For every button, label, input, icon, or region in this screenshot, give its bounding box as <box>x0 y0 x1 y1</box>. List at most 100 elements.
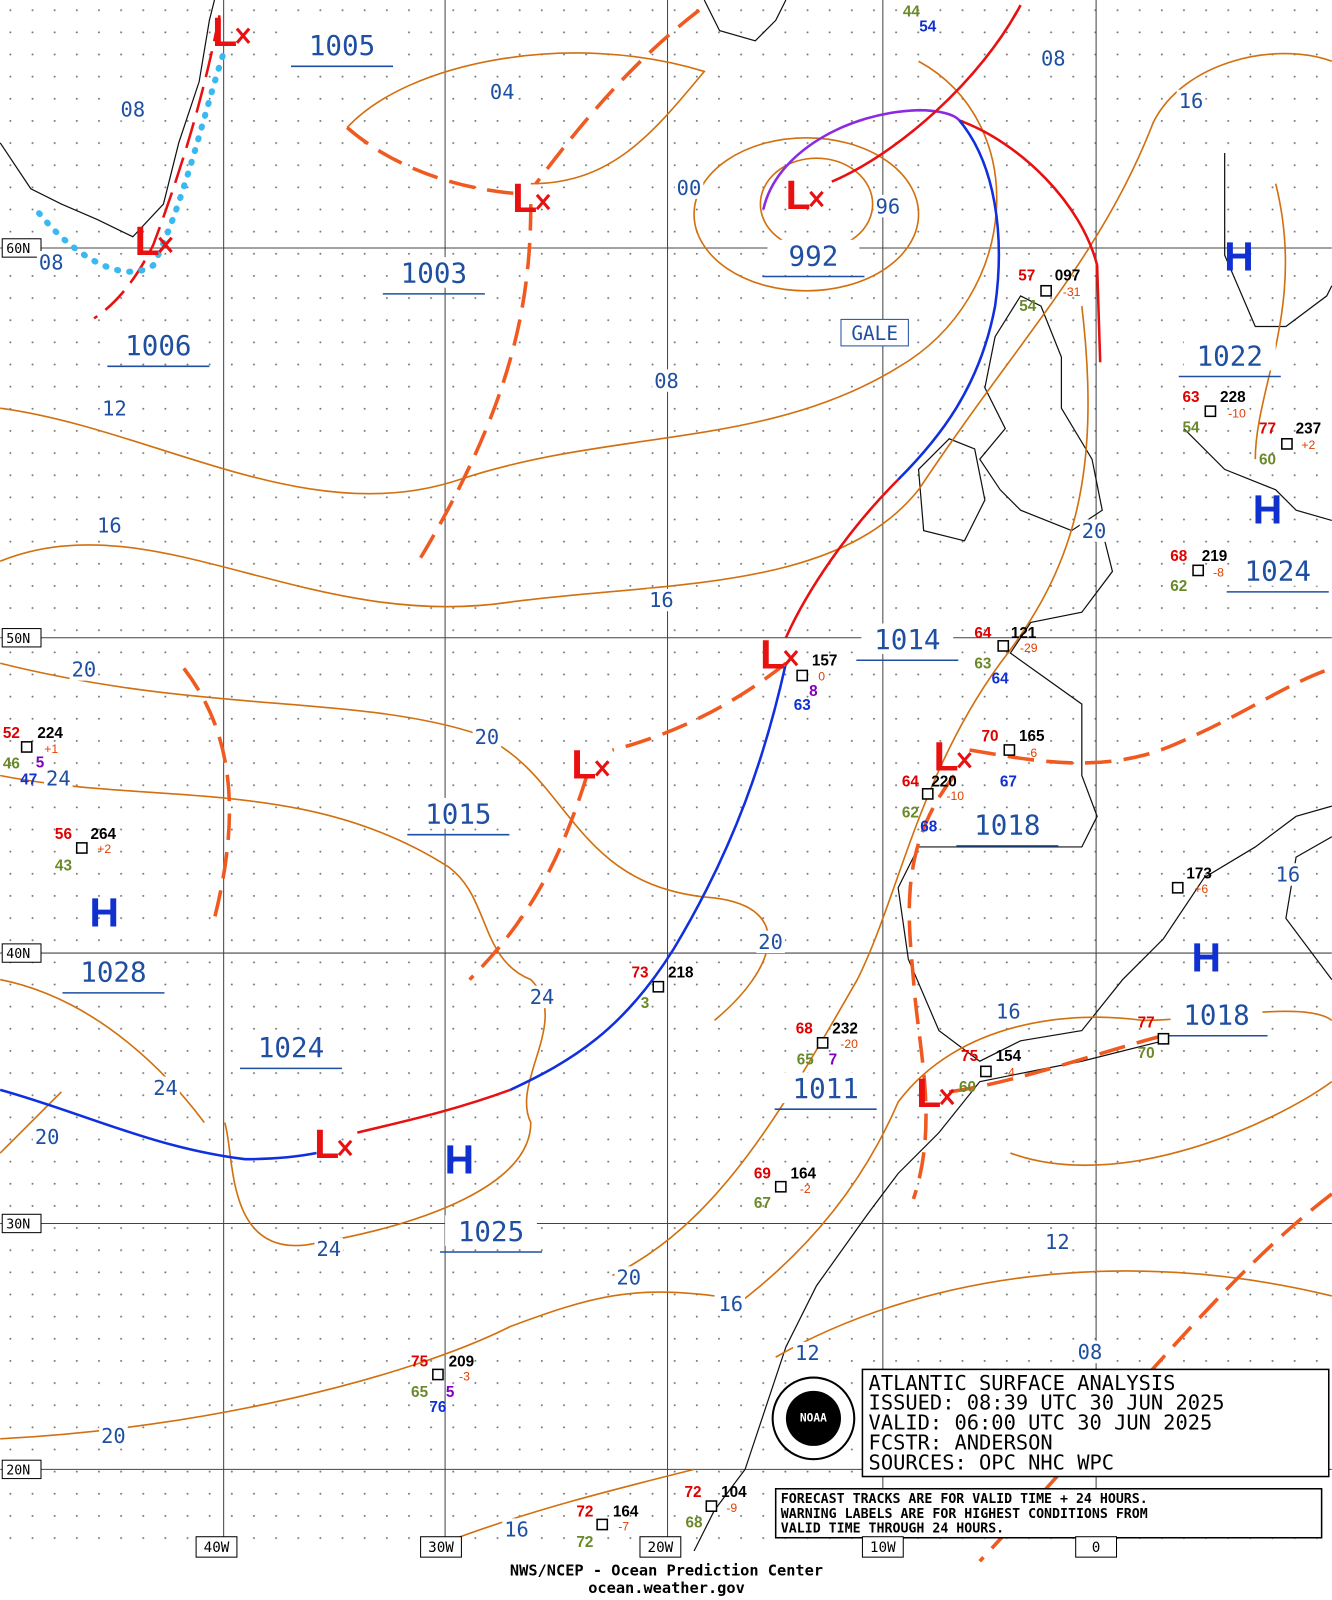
station-value: 67 <box>1000 774 1017 791</box>
station-symbol <box>705 1500 718 1512</box>
lon-label: 10W <box>870 1540 896 1556</box>
isobar-label: 12 <box>795 1341 820 1365</box>
station-value: 54 <box>1019 298 1037 315</box>
isobar-label-bg <box>118 97 148 121</box>
center-x <box>957 752 972 769</box>
title-line: FCSTR: ANDERSON <box>869 1430 1053 1454</box>
isobar-label: 08 <box>39 250 64 274</box>
station-value: 77 <box>1138 1015 1155 1032</box>
isobar-label-bg <box>314 1237 344 1261</box>
station-value: 64 <box>902 774 920 791</box>
station-symbol <box>1003 744 1016 756</box>
pressure-label: 1028 <box>80 957 146 989</box>
station-value: -20 <box>840 1037 858 1051</box>
station-value: 5 <box>36 754 45 771</box>
station-value: 7 <box>829 1051 838 1068</box>
station-value: 157 <box>812 652 838 669</box>
lat-label-box <box>1 1213 42 1234</box>
station-value: 56 <box>55 826 72 843</box>
center-x <box>337 1139 353 1157</box>
center-x <box>939 1088 955 1106</box>
isobar-label-bg <box>873 194 903 218</box>
station-value: 228 <box>1220 389 1246 406</box>
station-symbol <box>1204 405 1217 418</box>
station-value: 72 <box>576 1534 593 1551</box>
lat-label-box <box>1 943 42 963</box>
note-box <box>774 1488 1323 1539</box>
pressure-bg <box>1231 555 1324 586</box>
isobar-label-bg <box>793 1341 822 1365</box>
isobar-label: 20 <box>616 1266 641 1290</box>
station-value: -2 <box>800 1182 811 1196</box>
isobar-label: 16 <box>1276 863 1301 887</box>
pressure-center: L <box>916 1070 941 1116</box>
station-value: 77 <box>1259 421 1276 438</box>
station-value: +1 <box>44 742 58 756</box>
station-symbol <box>1171 881 1184 894</box>
station-value: -8 <box>1213 566 1224 580</box>
station-value: 3 <box>641 995 650 1012</box>
station-value: 69 <box>754 1166 771 1183</box>
dot-grid <box>0 0 1332 1552</box>
pressure-bg <box>767 239 860 271</box>
isobar-label: 16 <box>504 1518 529 1542</box>
station-value: 63 <box>794 697 811 714</box>
station-symbol <box>921 788 934 800</box>
footer-agency: NWS/NCEP - Ocean Prediction Center <box>510 1562 823 1580</box>
station-value: 64 <box>974 625 992 642</box>
isobar-label: 12 <box>1045 1230 1070 1254</box>
station-value: 154 <box>996 1048 1022 1065</box>
coastlines <box>0 0 1332 1552</box>
station-symbol <box>20 741 33 753</box>
isobar-label-bg <box>36 251 66 274</box>
station-value: 46 <box>3 755 20 772</box>
pressure-label: 992 <box>789 240 839 272</box>
isobar-label: 96 <box>876 194 901 218</box>
station-value: 64 <box>992 671 1010 688</box>
station-symbol <box>652 980 665 993</box>
station-value: +6 <box>1194 882 1208 896</box>
station-value: 60 <box>1259 451 1276 468</box>
isobar-label-bg <box>502 1518 531 1541</box>
lon-label-box <box>195 1536 238 1558</box>
station-value: 60 <box>959 1079 976 1096</box>
lat-label: 60N <box>6 242 30 257</box>
note-line: WARNING LABELS ARE FOR HIGHEST CONDITION… <box>781 1507 1148 1522</box>
station-value: +2 <box>1301 438 1315 452</box>
station-value: 237 <box>1296 421 1322 438</box>
station-symbol <box>596 1518 609 1531</box>
isobar-label-bg <box>95 514 124 537</box>
lat-label: 40N <box>6 947 30 962</box>
lat-label: 20N <box>6 1463 30 1478</box>
isobar-label: 20 <box>758 930 783 954</box>
pressure-center: L <box>512 175 537 221</box>
station-value: 65 <box>797 1051 815 1068</box>
isobar-label-bg <box>527 985 557 1009</box>
isobar-label-bg <box>647 588 676 612</box>
station-value: 264 <box>90 826 116 843</box>
station-value: 164 <box>790 1166 816 1183</box>
station-value: -3 <box>459 1370 470 1384</box>
isobar-label-bg <box>472 725 502 748</box>
station-value: -29 <box>1020 641 1038 655</box>
pressure-bg <box>67 956 160 987</box>
isobar-label-bg <box>1176 89 1206 113</box>
isobar-label-bg <box>756 930 785 954</box>
lat-label-box <box>1 1459 42 1480</box>
isobar-label: 20 <box>72 658 97 682</box>
pressure-label: 1018 <box>1183 999 1249 1031</box>
station-value: 104 <box>721 1484 747 1501</box>
isobar-label-bg <box>99 1424 128 1447</box>
fronts <box>0 4 1102 1161</box>
center-x <box>594 760 610 777</box>
isobar-label-bg <box>44 767 73 790</box>
pressure-bg <box>387 257 480 288</box>
isobar-label: 08 <box>121 97 146 121</box>
station-value: 173 <box>1186 866 1212 883</box>
station-value: 68 <box>686 1515 704 1532</box>
station-value: -6 <box>1026 746 1037 760</box>
pressure-center: L <box>934 733 959 779</box>
footer-site: ocean.weather.gov <box>588 1579 745 1597</box>
pressure-center: L <box>314 1121 339 1167</box>
station-value: 57 <box>1018 268 1035 285</box>
